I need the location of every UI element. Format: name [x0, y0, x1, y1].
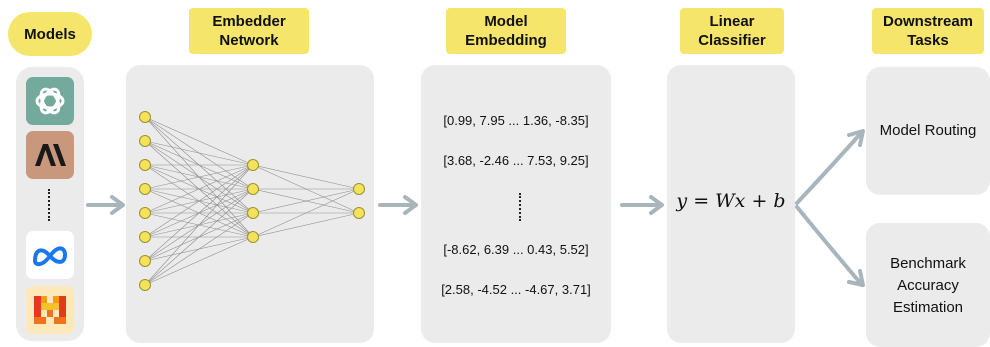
embedding-row-2: [3.68, -2.46 ... 7.53, 9.25]	[443, 153, 589, 168]
arrow-to-benchmark	[795, 205, 864, 287]
models-panel	[16, 67, 84, 341]
network-node-layer-1	[139, 255, 151, 267]
network-edge	[144, 164, 254, 238]
network-node-layer-3	[353, 183, 365, 195]
more-models-dots	[48, 189, 50, 221]
network-node-layer-1	[139, 279, 151, 291]
arrowhead-5	[847, 269, 865, 287]
network-node-layer-1	[139, 111, 151, 123]
network-edge	[252, 212, 360, 238]
network-node-layer-1	[139, 183, 151, 195]
embedding-row-4: [2.58, -4.52 ... -4.67, 3.71]	[441, 282, 591, 297]
network-edge	[144, 188, 254, 286]
network-edge	[144, 164, 254, 190]
network-node-layer-1	[139, 159, 151, 171]
linear-classifier-panel: y = Wx + b	[667, 65, 795, 343]
arrowhead-4	[847, 129, 865, 147]
embedder-network-panel	[126, 65, 374, 343]
model-routing-text: Model Routing	[879, 122, 977, 139]
benchmark-estimation-panel: Benchmark Accuracy Estimation	[866, 223, 990, 347]
embedding-row-3: [-8.62, 6.39 ... 0.43, 5.52]	[443, 242, 589, 257]
model-embedding-label: Model Embedding	[446, 8, 566, 54]
meta-icon	[26, 231, 74, 279]
network-edge	[144, 212, 254, 286]
arrowhead-1	[110, 195, 125, 215]
benchmark-estimation-text: Benchmark Accuracy Estimation	[890, 255, 966, 316]
anthropic-icon	[26, 131, 74, 179]
embedding-dots	[519, 193, 521, 221]
network-edge	[144, 140, 254, 166]
arrow-to-model-routing	[795, 130, 864, 205]
network-node-layer-3	[353, 207, 365, 219]
arrowhead-2	[403, 195, 418, 215]
network-edge	[252, 188, 360, 214]
network-edge	[252, 188, 360, 238]
network-edge	[144, 236, 254, 286]
model-routing-panel: Model Routing	[866, 67, 990, 195]
openai-icon	[26, 77, 74, 125]
network-node-layer-2	[247, 159, 259, 171]
arrowhead-3	[649, 195, 664, 215]
mistral-icon	[26, 286, 74, 334]
network-node-layer-1	[139, 135, 151, 147]
network-node-layer-1	[139, 231, 151, 243]
network-node-layer-2	[247, 207, 259, 219]
linear-formula: y = Wx + b	[676, 190, 786, 212]
embedder-network-label: Embedder Network	[189, 8, 309, 54]
network-node-layer-2	[247, 183, 259, 195]
model-embedding-panel: [0.99, 7.95 ... 1.36, -8.35] [3.68, -2.4…	[421, 65, 611, 343]
linear-classifier-label: Linear Classifier	[680, 8, 784, 54]
network-node-layer-1	[139, 207, 151, 219]
network-edge	[144, 164, 254, 262]
network-edge	[144, 164, 254, 214]
embedding-row-1: [0.99, 7.95 ... 1.36, -8.35]	[443, 113, 589, 128]
network-edge	[252, 164, 360, 190]
models-label: Models	[8, 12, 92, 56]
network-edge	[144, 164, 254, 286]
network-node-layer-2	[247, 231, 259, 243]
downstream-tasks-label: Downstream Tasks	[872, 8, 984, 54]
network-edge	[144, 116, 254, 166]
